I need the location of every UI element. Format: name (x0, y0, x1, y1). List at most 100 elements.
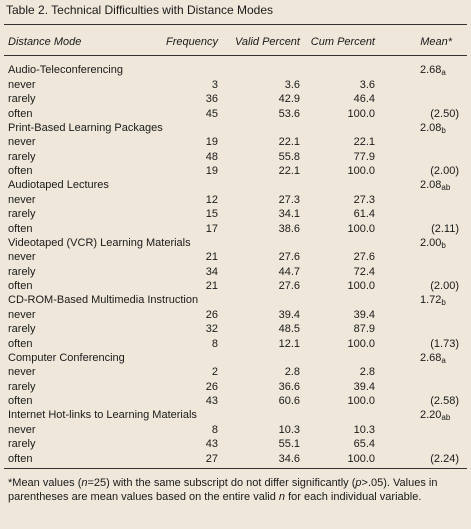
group-mean: 2.68a (420, 64, 446, 77)
row-label: never (8, 423, 36, 436)
cell: 34 (205, 265, 218, 278)
cell: 27.6 (278, 251, 300, 263)
cell: 2 (211, 366, 218, 378)
row-label: often (8, 280, 33, 292)
row-label: often (8, 222, 33, 235)
cell: 43 (205, 438, 218, 450)
cell: 48.5 (278, 323, 300, 335)
footnote-text: n (81, 477, 88, 489)
cell: 87.9 (353, 323, 375, 335)
cell: 27 (205, 452, 218, 465)
cell: 34.1 (278, 208, 300, 220)
rule (4, 468, 467, 469)
footnote-text: =25) with the same subscript do not diff… (87, 477, 356, 489)
group-name: Audiotaped Lectures (8, 179, 109, 191)
cell: 61.4 (353, 208, 375, 220)
cell: 27.3 (278, 193, 300, 206)
cell: 19 (205, 136, 218, 148)
parenthesized-mean: (2.00) (430, 280, 459, 292)
group-name: Audio-Teleconferencing (8, 64, 123, 76)
cell: 60.6 (278, 395, 300, 407)
cell: 39.4 (353, 380, 375, 393)
cell: 55.1 (278, 438, 300, 450)
cell: 12 (205, 193, 218, 206)
row-label: often (8, 165, 33, 177)
cell: 21 (205, 251, 218, 263)
row-label: rarely (8, 208, 36, 220)
cell: 36.6 (278, 380, 300, 393)
cell: 38.6 (278, 222, 300, 235)
row-label: often (8, 395, 33, 407)
row-label: rarely (8, 438, 36, 450)
cell: 55.8 (278, 150, 300, 163)
group-mean: 2.08b (420, 122, 446, 135)
cell: 100.0 (347, 165, 375, 177)
mean-value: 1.72 (420, 294, 442, 306)
row-label: rarely (8, 93, 36, 105)
cell: 100.0 (347, 395, 375, 407)
mean-value: 2.20 (420, 409, 442, 421)
cell: 32 (205, 323, 218, 335)
cell: 8 (211, 337, 218, 350)
parenthesized-mean: (1.73) (430, 337, 459, 350)
mean-subscript: b (441, 298, 446, 307)
footnote-text: for each individual variable. (285, 491, 422, 503)
parenthesized-mean: (2.58) (430, 395, 459, 407)
cell: 77.9 (353, 150, 375, 163)
mean-subscript: b (441, 240, 446, 250)
row-label: rarely (8, 265, 36, 278)
cell: 3 (211, 78, 218, 91)
parenthesized-mean: (2.11) (431, 222, 459, 235)
mean-value: 2.08 (420, 179, 442, 191)
row-label: rarely (8, 323, 36, 335)
row-label: never (8, 308, 36, 321)
mean-subscript: a (441, 355, 446, 365)
mean-value: 2.08 (420, 121, 442, 134)
mean-subscript: ab (441, 183, 451, 192)
cell: 36 (205, 93, 218, 105)
cell: 10.3 (353, 423, 375, 436)
cell: 3.6 (359, 78, 375, 91)
cell: 19 (205, 165, 218, 177)
cell: 22.1 (278, 136, 300, 148)
cell: 21 (205, 280, 218, 292)
mean-value: 2.00 (420, 236, 442, 249)
footnote-text: n (278, 491, 286, 503)
group-name: Computer Conferencing (8, 351, 125, 364)
column-header: Distance Mode (8, 36, 82, 48)
group-name: Internet Hot-links to Learning Materials (8, 409, 197, 421)
cell: 2.8 (359, 366, 375, 378)
cell: 46.4 (353, 93, 375, 105)
group-mean: 2.08ab (420, 179, 450, 192)
row-label: often (8, 107, 33, 120)
column-header: Frequency (166, 36, 218, 48)
group-mean: 2.20ab (420, 409, 450, 422)
cell: 26 (205, 308, 218, 321)
group-mean: 1.72b (420, 294, 446, 307)
group-name: Print-Based Learning Packages (8, 121, 163, 134)
row-label: often (8, 337, 33, 350)
cell: 43 (205, 395, 218, 407)
group-name: Videotaped (VCR) Learning Materials (8, 236, 191, 249)
column-header: Valid Percent (234, 36, 300, 48)
cell: 27.6 (278, 280, 300, 292)
mean-value: 2.68 (420, 64, 442, 76)
footnote: *Mean values (n=25) with the same subscr… (8, 476, 448, 504)
parenthesized-mean: (2.00) (430, 165, 459, 177)
cell: 27.3 (353, 193, 375, 206)
cell: 44.7 (278, 265, 300, 278)
cell: 100.0 (347, 222, 375, 235)
cell: 100.0 (347, 107, 375, 120)
cell: 27.6 (353, 251, 375, 263)
table-title: Table 2. Technical Difficulties with Dis… (6, 3, 274, 17)
cell: 53.6 (278, 107, 300, 120)
group-mean: 2.00b (420, 237, 446, 250)
group-name: CD-ROM-Based Multimedia Instruction (8, 294, 199, 306)
cell: 26 (205, 380, 218, 393)
cell: 22.1 (278, 165, 300, 177)
mean-subscript: b (441, 125, 446, 135)
cell: 34.6 (278, 452, 300, 465)
row-label: never (8, 136, 36, 148)
cell: 39.4 (278, 308, 300, 321)
